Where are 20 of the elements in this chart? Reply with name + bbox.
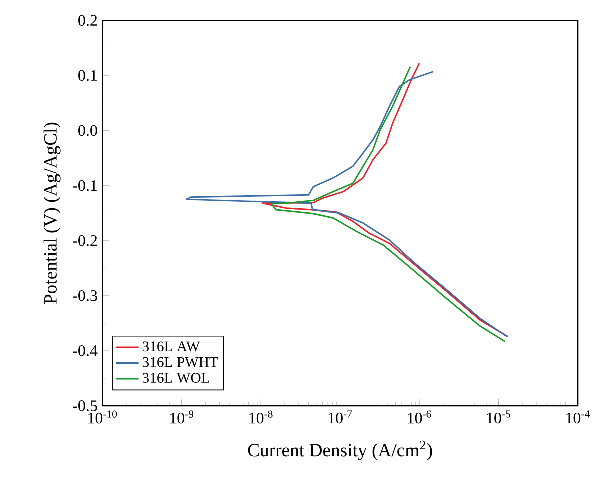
y-tick-label: 0.0 — [78, 125, 98, 136]
y-tick-label: -0.3 — [73, 290, 98, 302]
legend-label: 316L PWHT — [142, 357, 218, 368]
legend-label: 316L AW — [142, 342, 200, 352]
x-axis-title: Current Density (A/cm$^{2}$) — [248, 440, 432, 461]
x-tick-label: 10$^{-9}$ — [170, 410, 194, 424]
y-tick-label: -0.5 — [73, 400, 98, 412]
y-tick-label: -0.1 — [73, 180, 97, 192]
x-tick-label: 10$^{-7}$ — [328, 410, 352, 424]
y-tick-label: -0.2 — [73, 235, 98, 246]
x-tick-label: 10$^{-8}$ — [250, 410, 273, 424]
x-tick-label: 10$^{-10}$ — [88, 410, 118, 424]
x-tick-label: 10$^{-5}$ — [487, 410, 510, 424]
x-tick-label: 10$^{-4}$ — [566, 410, 590, 424]
y-tick-label: 0.1 — [78, 70, 97, 82]
legend-label: 316L WOL — [142, 373, 210, 384]
x-tick-label: 10$^{-6}$ — [408, 410, 432, 424]
y-tick-label: 0.2 — [78, 15, 98, 26]
y-axis-title: Potential (V) (Ag/AgCl) — [44, 122, 61, 304]
y-tick-label: -0.4 — [73, 346, 98, 356]
